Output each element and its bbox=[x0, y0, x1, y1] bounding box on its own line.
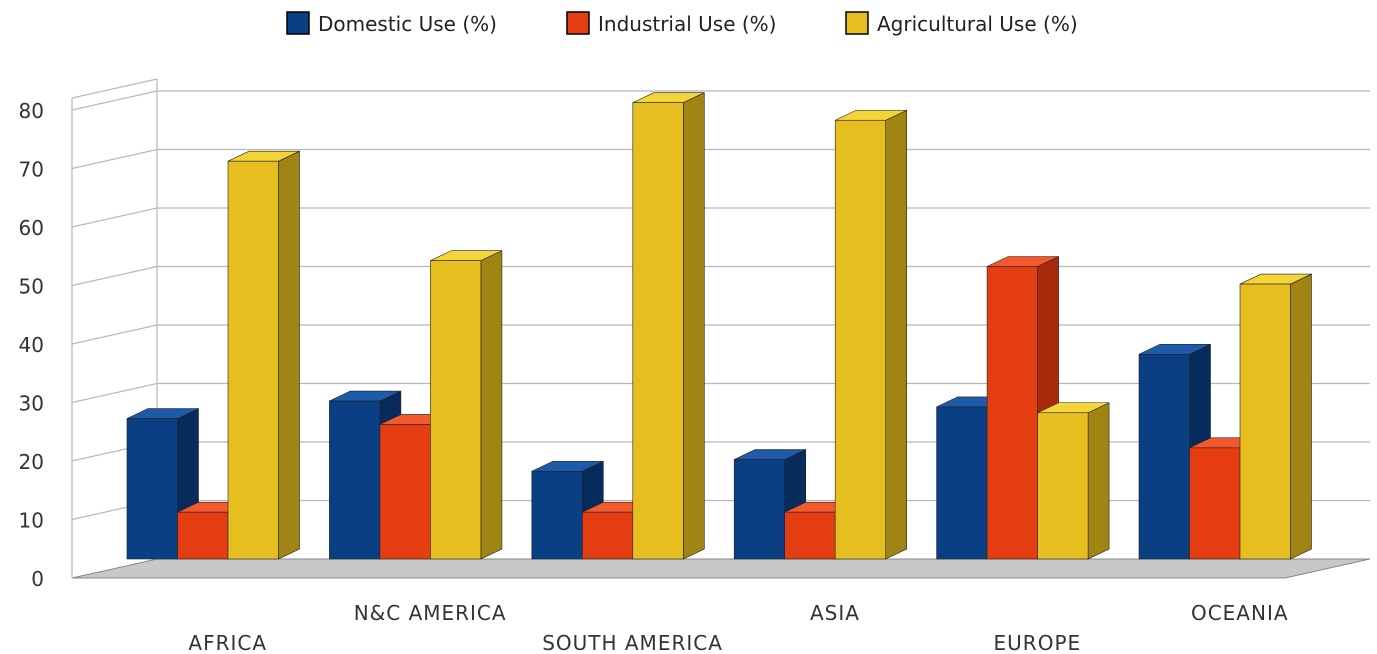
legend-swatch-domestic bbox=[286, 11, 310, 35]
wall-top-edge bbox=[71, 78, 158, 99]
y-tick-label: 40 bbox=[19, 333, 44, 357]
legend-label-agricultural: Agricultural Use (%) bbox=[877, 12, 1078, 36]
x-tick-label-oceania: OCEANIA bbox=[1191, 601, 1289, 625]
x-tick-label-asia: ASIA bbox=[810, 601, 860, 625]
gridline bbox=[71, 265, 158, 287]
floor bbox=[71, 558, 1371, 579]
gridline bbox=[71, 382, 158, 404]
y-tick-label: 0 bbox=[31, 567, 44, 591]
legend-swatch-agricultural bbox=[845, 11, 869, 35]
legend-item-industrial: Industrial Use (%) bbox=[566, 11, 777, 36]
legend-label-industrial: Industrial Use (%) bbox=[598, 12, 777, 36]
labels: 0 10 20 30 40 50 60 70 80 AFRICA N&C AMERICA SOUTH … bbox=[19, 99, 1289, 654]
legend: Domestic Use (%) Industrial Use (%) Agri… bbox=[286, 11, 1078, 36]
bar-agricultural-use-europe bbox=[1037, 402, 1110, 560]
bar-agricultural-use-south-america bbox=[632, 92, 705, 560]
gridline bbox=[71, 324, 158, 345]
y-tick-label: 20 bbox=[19, 450, 44, 474]
x-tick-label-africa: AFRICA bbox=[188, 631, 267, 654]
legend-label-domestic: Domestic Use (%) bbox=[318, 12, 497, 36]
y-tick-label: 70 bbox=[19, 158, 44, 182]
bar-agricultural-use-oceania bbox=[1239, 273, 1312, 560]
y-tick-label: 30 bbox=[19, 392, 44, 416]
legend-item-agricultural: Agricultural Use (%) bbox=[845, 11, 1078, 36]
x-tick-label-europe: EUROPE bbox=[994, 631, 1082, 654]
y-tick-label: 50 bbox=[19, 275, 44, 299]
bar-agricultural-use-africa bbox=[227, 150, 300, 560]
gridline bbox=[71, 90, 158, 111]
gridline bbox=[71, 207, 158, 228]
y-tick-label: 10 bbox=[19, 509, 44, 533]
legend-swatch-industrial bbox=[566, 11, 590, 35]
x-tick-label-south-america: SOUTH AMERICA bbox=[542, 631, 723, 654]
bar-agricultural-use-n-c-america bbox=[430, 250, 503, 560]
bar-agricultural-use-asia bbox=[834, 109, 908, 560]
gridline bbox=[71, 148, 158, 170]
x-tick-label-n-c-america: N&C AMERICA bbox=[354, 601, 507, 625]
y-tick-label: 80 bbox=[19, 99, 44, 123]
legend-item-domestic: Domestic Use (%) bbox=[286, 11, 497, 36]
bars bbox=[126, 92, 1312, 560]
y-tick-label: 60 bbox=[19, 216, 44, 240]
